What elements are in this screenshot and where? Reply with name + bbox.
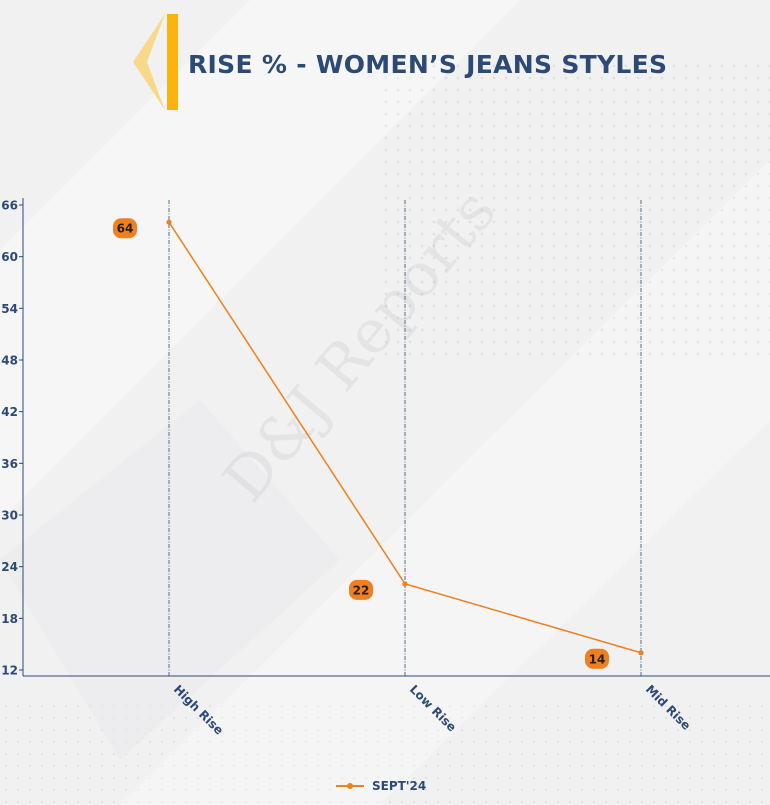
- data-label-badge: [113, 218, 137, 239]
- chart-legend[interactable]: SEPT'24: [336, 777, 426, 795]
- legend-marker: [336, 779, 364, 793]
- legend-label: SEPT'24: [372, 779, 427, 793]
- y-tick-label: 30: [1, 509, 18, 523]
- data-point: [402, 581, 408, 587]
- y-tick-label: 66: [1, 199, 18, 213]
- chart-title: RISE % - WOMEN’S JEANS STYLES: [188, 50, 668, 79]
- chart-header: RISE % - WOMEN’S JEANS STYLES: [133, 14, 693, 110]
- y-tick-label: 36: [1, 457, 18, 471]
- background-dot-pattern-bottom: [0, 700, 770, 805]
- y-tick-label: 60: [1, 250, 18, 264]
- x-tick-label: Low Rise: [407, 682, 459, 734]
- y-tick-label: 48: [1, 354, 18, 368]
- y-tick-label: 24: [1, 560, 18, 574]
- brand-logo-icon: [133, 14, 178, 110]
- data-label: 22: [353, 583, 370, 597]
- data-label: 14: [589, 652, 606, 666]
- background-dot-pattern: [380, 60, 770, 360]
- y-tick-label: 18: [1, 612, 18, 626]
- data-label-badge: [585, 648, 609, 669]
- data-point: [166, 219, 172, 225]
- x-tick-label: High Rise: [171, 682, 226, 737]
- y-tick-label: 12: [1, 664, 18, 678]
- data-point: [638, 650, 644, 656]
- x-tick-label: Mid Rise: [643, 682, 694, 733]
- y-tick-label: 54: [1, 302, 18, 316]
- y-tick-label: 42: [1, 405, 18, 419]
- data-label-badge: [349, 579, 373, 600]
- data-label: 64: [117, 222, 134, 236]
